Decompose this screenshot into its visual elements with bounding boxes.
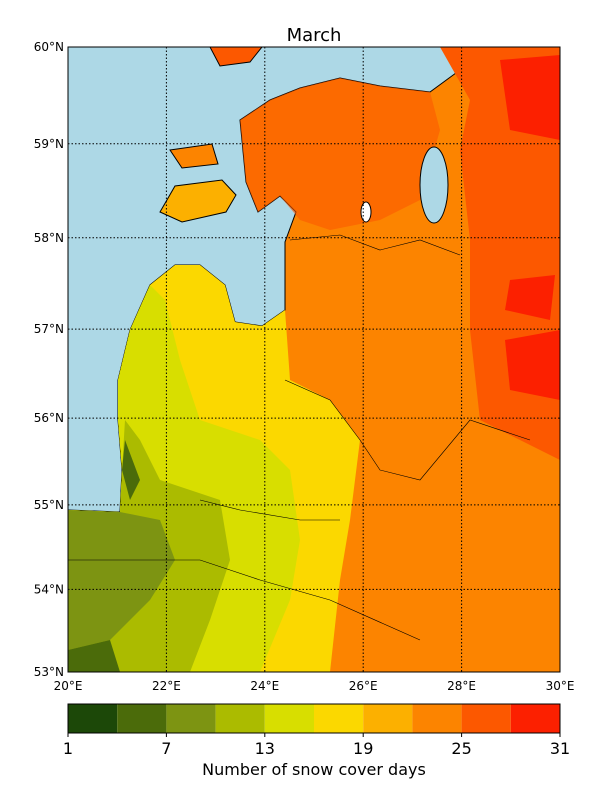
map-frame (67, 46, 561, 673)
colorbar-label: Number of snow cover days (202, 760, 426, 779)
colorbar-swatch (215, 704, 265, 733)
lon-label: 26°E (349, 679, 378, 693)
lake-peipus (419, 146, 449, 224)
colorbar-tick-label: 7 (161, 739, 171, 758)
colorbar-swatch (363, 704, 413, 733)
colorbar-tick-label: 31 (550, 739, 570, 758)
lake-small (360, 201, 372, 223)
lat-label: 53°N (34, 665, 64, 679)
colorbar-swatch (461, 704, 511, 733)
colorbar-swatch (314, 704, 364, 733)
colorbar: 1 7 13 19 25 31 (63, 703, 570, 758)
border (68, 234, 531, 641)
map-title: March (287, 25, 342, 46)
lat-label: 59°N (34, 137, 64, 151)
colorbar-swatch (510, 704, 560, 733)
zone-max (500, 55, 560, 400)
island-saaremaa (159, 179, 237, 223)
lat-label: 56°N (34, 411, 64, 425)
zone-north (240, 78, 440, 230)
lon-label: 22°E (152, 679, 181, 693)
lon-label: 28°E (447, 679, 476, 693)
zone-min (68, 440, 140, 672)
colorbar-tick-label: 1 (63, 739, 73, 758)
zone-lowest (68, 510, 175, 650)
graticule: 20°E 22°E 24°E 26°E 28°E 30°E 53°N 54°N 55°N 56°N… (34, 40, 575, 693)
map-area (68, 47, 560, 672)
colorbar-swatch (264, 704, 314, 733)
colorbar-swatch (68, 704, 118, 733)
lon-label: 24°E (250, 679, 279, 693)
coast-finland (209, 47, 263, 67)
colorbar-tick-label: 25 (451, 739, 471, 758)
lon-label: 30°E (546, 679, 575, 693)
colorbar-tick-label: 19 (353, 739, 373, 758)
lon-label: 20°E (54, 679, 83, 693)
colorbar-swatch (117, 704, 167, 733)
lat-label: 60°N (34, 40, 64, 54)
colorbar-frame (67, 703, 561, 734)
colorbar-swatch (412, 704, 462, 733)
lat-label: 54°N (34, 582, 64, 596)
colorbar-swatch (166, 704, 216, 733)
lat-label: 57°N (34, 322, 64, 336)
island-hiiumaa (169, 143, 219, 169)
colorbar-tick-label: 13 (255, 739, 275, 758)
lat-label: 55°N (34, 498, 64, 512)
lat-label: 58°N (34, 231, 64, 245)
